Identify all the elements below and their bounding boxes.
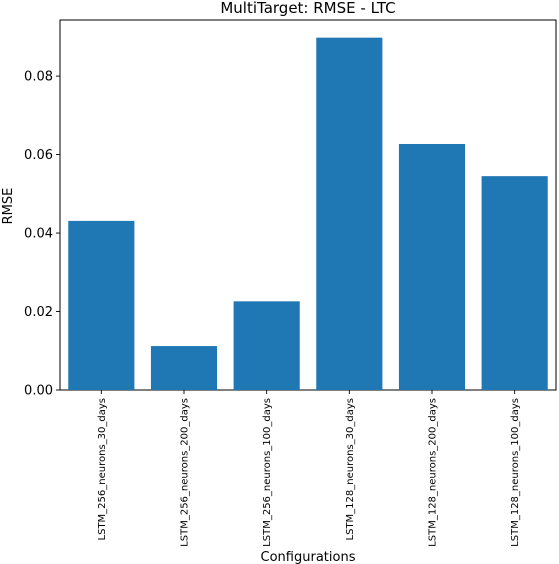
y-tick-label: 0.00 bbox=[24, 384, 53, 399]
bar bbox=[316, 38, 382, 390]
y-axis-label: RMSE bbox=[1, 188, 16, 225]
chart-title: MultiTarget: RMSE - LTC bbox=[220, 0, 395, 17]
y-tick-label: 0.04 bbox=[24, 227, 53, 242]
bar bbox=[482, 176, 548, 390]
y-tick-label: 0.06 bbox=[24, 148, 53, 163]
x-axis-label: Configurations bbox=[261, 550, 356, 564]
x-tick-label: LSTM_256_neurons_200_days bbox=[180, 398, 191, 547]
x-tick-label: LSTM_128_neurons_200_days bbox=[428, 398, 439, 547]
bar bbox=[234, 301, 300, 390]
y-axis: 0.00 0.02 0.04 0.06 0.08 bbox=[24, 70, 60, 399]
bar bbox=[151, 346, 217, 390]
x-axis: LSTM_256_neurons_30_days LSTM_256_neurons… bbox=[97, 390, 521, 547]
x-tick-label: LSTM_256_neurons_100_days bbox=[262, 398, 273, 547]
bars-group bbox=[68, 38, 547, 390]
x-tick-label: LSTM_128_neurons_100_days bbox=[510, 398, 521, 547]
y-tick-label: 0.02 bbox=[24, 305, 53, 320]
y-tick-label: 0.08 bbox=[24, 70, 53, 85]
bar bbox=[68, 221, 134, 390]
x-tick-label: LSTM_256_neurons_30_days bbox=[97, 398, 108, 540]
bar bbox=[399, 144, 465, 390]
x-tick-label: LSTM_128_neurons_30_days bbox=[345, 398, 356, 540]
